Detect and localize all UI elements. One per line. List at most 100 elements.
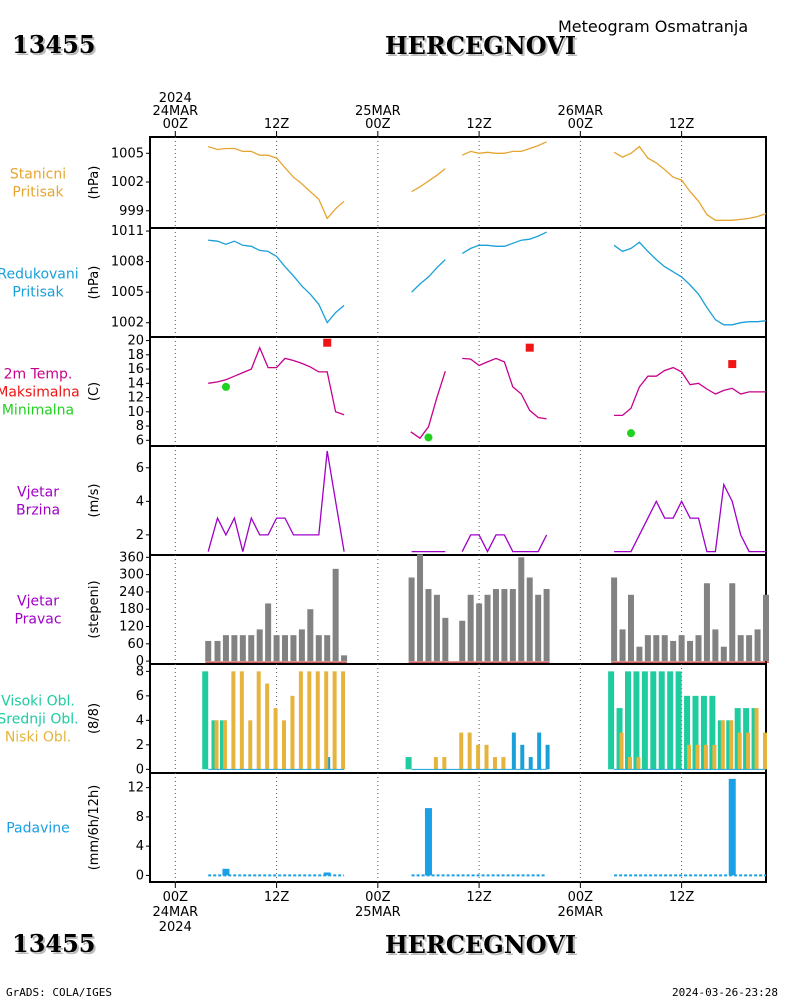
y-tick-label: 0 bbox=[136, 762, 144, 777]
wind-dir-bar bbox=[231, 635, 238, 662]
y-tick-label: 2 bbox=[136, 738, 144, 753]
station-name-bottom-shadow: HERCEGNOVI bbox=[387, 932, 578, 961]
cloud-bar bbox=[608, 671, 615, 770]
top-time-tick-label: 26MAR bbox=[558, 104, 604, 119]
y-tick-label: 1005 bbox=[111, 285, 144, 300]
y-tick-label: 300 bbox=[119, 568, 144, 583]
bottom-time-tick-label: 00Z bbox=[365, 890, 391, 905]
min-temp-marker bbox=[424, 433, 433, 442]
wind-dir-bar bbox=[332, 568, 339, 662]
series-line bbox=[461, 231, 547, 255]
cloud-bar bbox=[624, 671, 631, 770]
y-tick-label: 8 bbox=[136, 664, 144, 679]
wind-dir-bar bbox=[476, 603, 483, 662]
cloud-bar bbox=[476, 744, 481, 770]
series-line bbox=[411, 259, 446, 293]
cloud-bar bbox=[214, 720, 219, 770]
cloud-bar bbox=[239, 671, 244, 770]
series-line bbox=[411, 168, 446, 193]
wind-dir-bar bbox=[746, 635, 753, 662]
wind-dir-bar bbox=[315, 635, 322, 662]
series-line bbox=[462, 357, 547, 420]
wind-dir-bar bbox=[636, 646, 643, 662]
cloud-bar bbox=[746, 732, 751, 770]
panel-title-line: Vjetar bbox=[17, 485, 59, 501]
y-tick-label: 1002 bbox=[111, 175, 144, 190]
wind-dir-bar bbox=[442, 617, 449, 662]
cloud-bar bbox=[650, 671, 657, 770]
panel-frame bbox=[149, 227, 767, 338]
wind-dir-bar bbox=[670, 640, 677, 662]
y-tick-label: 20 bbox=[127, 334, 144, 349]
y-tick-label: 12 bbox=[127, 781, 144, 796]
cloud-bar bbox=[265, 683, 270, 770]
wind-dir-bar bbox=[324, 635, 331, 662]
wind-dir-bar bbox=[695, 635, 702, 662]
y-tick-label: 2 bbox=[136, 528, 144, 543]
panel-title-line: Niski Obl. bbox=[5, 730, 71, 746]
panel-frame bbox=[149, 772, 767, 883]
cloud-bar bbox=[675, 671, 682, 770]
precip-bar bbox=[323, 872, 331, 876]
y-tick-label: 1008 bbox=[111, 255, 144, 270]
station-id-bottom-shadow: 13455 bbox=[14, 931, 98, 960]
cloud-bar bbox=[511, 732, 516, 770]
bottom-time-tick-label: 25MAR bbox=[355, 905, 401, 920]
cloud-bar bbox=[484, 744, 489, 770]
wind-dir-bar bbox=[678, 635, 685, 662]
y-tick-label: 120 bbox=[119, 620, 144, 635]
wind-dir-bar bbox=[222, 635, 229, 662]
y-tick-label: 10 bbox=[127, 405, 144, 420]
cloud-bar bbox=[341, 671, 346, 770]
wind-dir-bar bbox=[644, 635, 651, 662]
cloud-bar bbox=[442, 757, 447, 770]
cloud-bar bbox=[492, 757, 497, 770]
panel-wind_direction: 0 60 120 180 240 300 360 (stepeni) Vjetar Pravac bbox=[14, 550, 769, 669]
cloud-bar bbox=[433, 757, 438, 770]
precip-bar bbox=[424, 808, 432, 876]
cloud-bar bbox=[695, 744, 700, 770]
wind-dir-bar bbox=[543, 589, 550, 662]
series-line bbox=[613, 241, 767, 326]
wind-dir-bar bbox=[687, 640, 694, 662]
cloud-bar bbox=[545, 744, 550, 770]
cloud-bar bbox=[202, 671, 209, 770]
y-tick-label: 0 bbox=[136, 654, 144, 669]
wind-dir-bar bbox=[703, 583, 710, 662]
y-tick-label: 240 bbox=[119, 585, 144, 600]
y-tick-label: 180 bbox=[119, 602, 144, 617]
wind-dir-bar bbox=[273, 635, 280, 662]
cloud-bar bbox=[763, 732, 767, 770]
top-time-tick-label: 24MAR bbox=[152, 104, 198, 119]
y-tick-label: 1011 bbox=[111, 224, 144, 239]
panel-title-line: Maksimalna bbox=[0, 385, 80, 401]
station-id-bottom: 13455 bbox=[12, 929, 96, 958]
panel-clouds: 0 2 4 6 8 (8/8) Visoki Obl. Srednji Obl. Niski O… bbox=[0, 663, 767, 777]
panel-precipitation: 0 4 8 12 (mm/6h/12h) Padavine bbox=[6, 772, 767, 883]
top-time-tick-label: 25MAR bbox=[355, 104, 401, 119]
y-tick-label: 1002 bbox=[111, 316, 144, 331]
panels: 99910021005(hPa)StanicniPritisak10021005… bbox=[0, 136, 769, 883]
panel-title-line: Stanicni bbox=[10, 167, 66, 183]
panel-wind_speed: 2 4 6 (m/s) Vjetar Brzina bbox=[16, 445, 767, 556]
wind-dir-bar bbox=[526, 577, 533, 662]
max-temp-marker bbox=[728, 360, 737, 369]
top-time-tick-label: 12Z bbox=[466, 117, 492, 132]
cloud-bar bbox=[729, 720, 734, 770]
station-id-top: 13455 bbox=[12, 30, 96, 59]
cloud-bar bbox=[467, 732, 472, 770]
y-axis-label: (C) bbox=[87, 382, 102, 401]
panel-title-line: Pritisak bbox=[12, 185, 64, 201]
station-name-bottom: HERCEGNOVI bbox=[385, 930, 576, 959]
series-line bbox=[461, 534, 548, 554]
bottom-time-tick-label: 2024 bbox=[159, 920, 192, 935]
y-tick-label: 6 bbox=[136, 689, 144, 704]
y-tick-label: 8 bbox=[136, 810, 144, 825]
series-line bbox=[208, 345, 345, 416]
top-time-tick-label: 00Z bbox=[365, 117, 391, 132]
wind-dir-bar bbox=[535, 594, 542, 662]
wind-dir-bar bbox=[214, 640, 221, 662]
wind-dir-bar bbox=[737, 635, 744, 662]
